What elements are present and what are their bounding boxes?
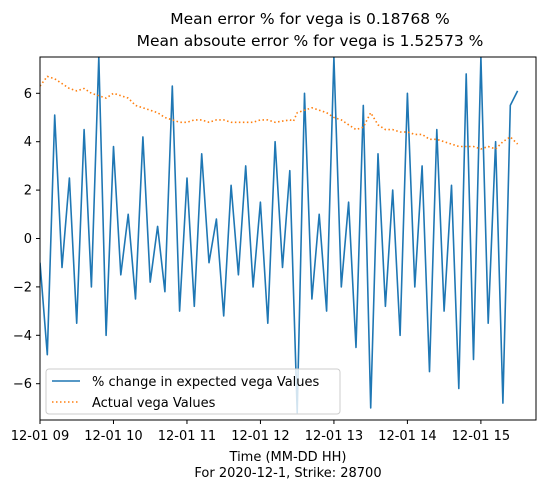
y-tick-label: 0 bbox=[24, 232, 32, 247]
series-line-actual bbox=[40, 75, 519, 150]
x-tick-label: 12-01 13 bbox=[305, 429, 363, 444]
x-axis-label: Time (MM-DD HH) bbox=[229, 450, 347, 465]
y-tick-label: −2 bbox=[13, 280, 32, 295]
chart-title-line2: Mean absoute error % for vega is 1.52573… bbox=[137, 32, 484, 50]
x-axis: 12-01 09 12-01 10 12-01 11 12-01 12 12-01 13… bbox=[11, 420, 510, 444]
legend-label-expected: % change in expected vega Values bbox=[92, 375, 320, 390]
x-axis-sublabel: For 2020-12-1, Strike: 28700 bbox=[194, 466, 381, 481]
legend-box bbox=[45, 368, 341, 415]
x-tick-label: 12-01 14 bbox=[378, 429, 436, 444]
x-tick-label: 12-01 10 bbox=[84, 429, 142, 444]
series-layer bbox=[40, 57, 519, 414]
y-tick-label: 2 bbox=[24, 184, 32, 199]
x-tick-label: 12-01 12 bbox=[231, 429, 289, 444]
x-tick-label: 12-01 15 bbox=[452, 429, 510, 444]
series-line-expected bbox=[40, 57, 519, 414]
chart-title-line1: Mean error % for vega is 0.18768 % bbox=[170, 10, 450, 28]
x-tick-label: 12-01 09 bbox=[11, 429, 69, 444]
legend: % change in expected vega Values Actual … bbox=[45, 368, 341, 415]
y-tick-label: −4 bbox=[13, 329, 32, 344]
legend-label-actual: Actual vega Values bbox=[92, 396, 216, 411]
y-axis: −6 −4 −2 0 2 4 6 bbox=[13, 87, 40, 392]
x-tick-label: 12-01 11 bbox=[158, 429, 216, 444]
y-tick-label: 4 bbox=[24, 135, 32, 150]
y-tick-label: −6 bbox=[13, 377, 32, 392]
y-tick-label: 6 bbox=[24, 87, 32, 102]
